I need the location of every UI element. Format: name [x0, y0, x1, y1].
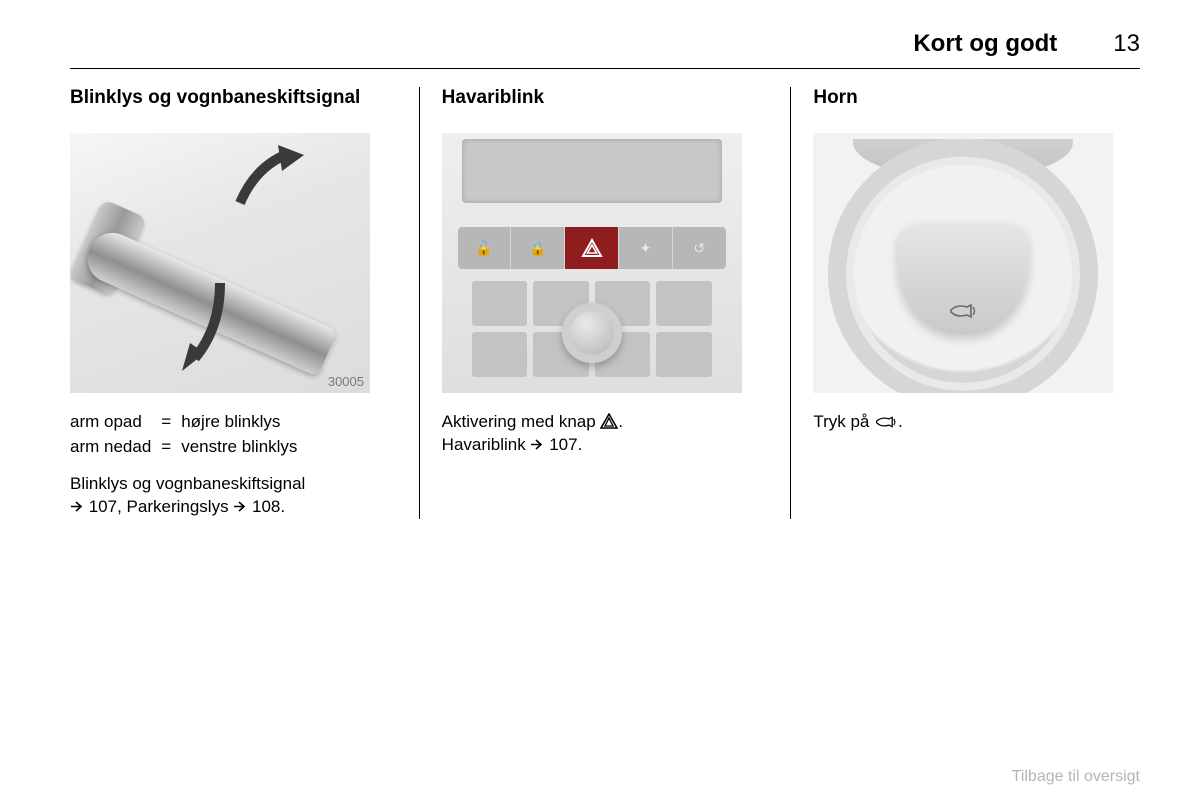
def-eq-0: = [161, 411, 171, 434]
col2-line2-prefix: Havariblink [442, 435, 531, 454]
col3-line: Tryk på . [813, 411, 1140, 434]
header-title: Kort og godt [913, 30, 1057, 58]
page-ref-icon [530, 438, 544, 451]
def-term-1: arm nedad [70, 436, 151, 459]
hazard-triangle-icon [600, 413, 618, 429]
illustration-hazard: 🔓 🔒 ✦ ↺ [442, 133, 742, 393]
page-header: Kort og godt 13 [70, 30, 1140, 69]
col2-line2-page: 107. [544, 435, 582, 454]
col-hazard: Havariblink 🔓 🔒 ✦ ↺ [419, 87, 791, 519]
col-horn: Horn Tryk på . [790, 87, 1140, 519]
col1-ref1: 107 [84, 497, 117, 516]
horn-icon [874, 415, 898, 429]
content-columns: Blinklys og vognbaneskiftsignal 30005 ar… [70, 87, 1140, 519]
col3-line-prefix: Tryk på [813, 412, 874, 431]
col3-line-suffix: . [898, 412, 903, 431]
col1-para-mid: , Parkeringslys [117, 497, 233, 516]
col2-line2: Havariblink 107. [442, 434, 769, 457]
def-term-0: arm opad [70, 411, 151, 434]
hazard-triangle-icon [581, 238, 603, 258]
def-eq-1: = [161, 436, 171, 459]
page-ref-icon [233, 500, 247, 513]
illustration-ref-number: 30005 [328, 374, 364, 389]
col2-line1-suffix: . [618, 412, 623, 431]
back-to-overview-link[interactable]: Tilbage til oversigt [1012, 768, 1140, 786]
col1-para-prefix: Blinklys og vognbaneskiftsignal [70, 474, 305, 493]
col-turn-signal: Blinklys og vognbaneskiftsignal 30005 ar… [70, 87, 419, 519]
col3-title: Horn [813, 87, 1140, 109]
definition-list: arm opad = højre blinklys arm nedad = ve… [70, 411, 397, 459]
illustration-horn [813, 133, 1113, 393]
col2-line1: Aktivering med knap . [442, 411, 769, 434]
col2-title: Havariblink [442, 87, 769, 109]
def-desc-1: venstre blinklys [181, 436, 396, 459]
illustration-stalk: 30005 [70, 133, 370, 393]
horn-icon [949, 302, 977, 320]
col1-ref2: 108. [247, 497, 285, 516]
col1-paragraph: Blinklys og vognbaneskiftsignal 107, Par… [70, 473, 397, 519]
col1-title: Blinklys og vognbaneskiftsignal [70, 87, 397, 109]
def-desc-0: højre blinklys [181, 411, 396, 434]
col2-line1-prefix: Aktivering med knap [442, 412, 601, 431]
page-number: 13 [1113, 30, 1140, 58]
page-ref-icon [70, 500, 84, 513]
